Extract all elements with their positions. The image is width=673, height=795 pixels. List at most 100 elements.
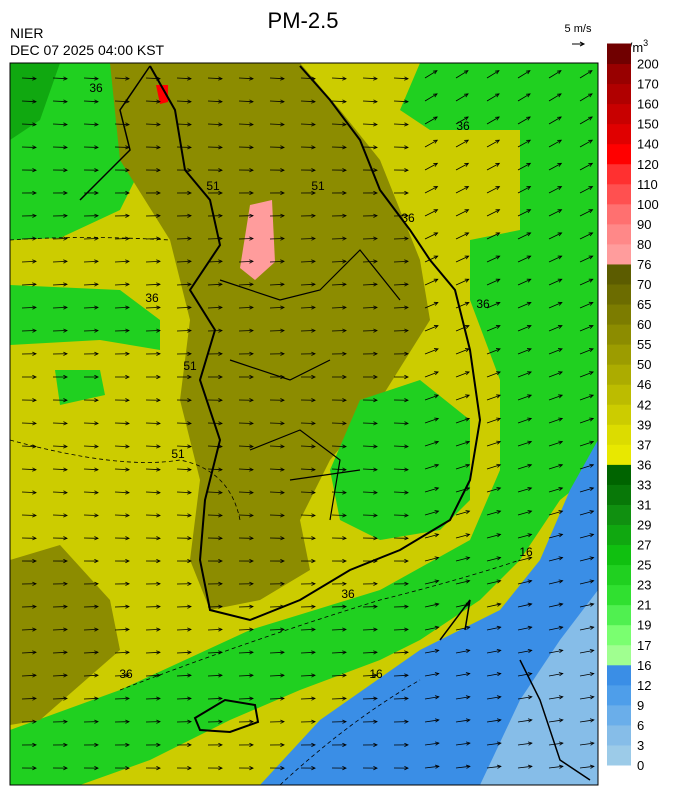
wind-arrow xyxy=(21,306,37,309)
wind-arrowhead xyxy=(280,766,285,771)
contour-label: 36 xyxy=(476,297,490,311)
wind-arrow xyxy=(52,238,68,240)
wind-arrowhead xyxy=(249,558,254,564)
wind-arrow xyxy=(207,100,223,103)
colorbar-label: 46 xyxy=(637,377,651,392)
wind-arrowhead xyxy=(465,510,471,515)
wind-arrowhead xyxy=(433,278,439,283)
wind-arrow xyxy=(424,510,439,516)
wind-arrowhead xyxy=(94,76,99,81)
wind-arrowhead xyxy=(527,417,533,422)
wind-arrowhead xyxy=(187,513,192,518)
wind-arrowhead xyxy=(32,190,37,196)
wind-arrow xyxy=(238,306,254,309)
wind-arrow xyxy=(331,306,347,309)
wind-arrowhead xyxy=(433,186,439,190)
wind-arrowhead xyxy=(557,209,563,214)
wind-arrowhead xyxy=(280,742,285,747)
wind-arrow xyxy=(269,651,285,654)
wind-arrow xyxy=(424,765,439,769)
wind-arrowhead xyxy=(527,695,533,700)
wind-arrowhead xyxy=(404,236,409,241)
wind-arrow xyxy=(548,278,562,286)
wind-arrowhead xyxy=(63,444,68,449)
wind-arrowhead xyxy=(218,742,223,747)
wind-arrowhead xyxy=(342,190,347,196)
wind-arrow xyxy=(486,371,501,378)
wind-arrowhead xyxy=(464,278,470,283)
contour-label: 36 xyxy=(119,667,133,681)
colorbar-swatch xyxy=(607,284,631,305)
wind-arrowhead xyxy=(342,122,347,127)
wind-arrow xyxy=(207,77,223,80)
wind-arrowhead xyxy=(94,282,99,287)
wind-arrowhead xyxy=(527,556,533,561)
wind-arrow xyxy=(300,468,316,471)
wind-arrowhead xyxy=(125,719,130,724)
wind-arrowhead xyxy=(32,604,37,609)
wind-arrowhead xyxy=(187,305,192,310)
wind-arrow xyxy=(52,698,68,700)
wind-arrowhead xyxy=(32,467,37,472)
wind-arrowhead xyxy=(32,421,37,426)
wind-arrow xyxy=(114,628,130,631)
wind-arrowhead xyxy=(496,533,502,538)
wind-arrow xyxy=(579,765,594,769)
wind-arrowhead xyxy=(156,673,161,678)
wind-arrow xyxy=(362,260,378,263)
wind-arrow xyxy=(486,464,501,470)
wind-arrowhead xyxy=(434,510,440,515)
wind-arrowhead xyxy=(187,76,192,81)
wind-arrowhead xyxy=(187,673,192,678)
wind-arrow xyxy=(579,441,594,447)
wind-arrow xyxy=(176,238,192,240)
wind-arrowhead xyxy=(373,467,378,472)
colorbar-swatch xyxy=(607,524,631,546)
wind-arrow xyxy=(579,139,593,148)
wind-arrowhead xyxy=(404,328,409,333)
wind-arrowhead xyxy=(94,421,99,426)
wind-arrow xyxy=(486,186,500,194)
wind-arrowhead xyxy=(589,695,595,700)
wind-arrow xyxy=(21,651,37,654)
colorbar-swatch xyxy=(607,83,631,105)
wind-arrowhead xyxy=(218,766,223,771)
wind-arrowhead xyxy=(218,650,223,655)
wind-arrowhead xyxy=(249,374,254,380)
wind-arrow xyxy=(424,255,438,263)
wind-arrowhead xyxy=(496,579,502,584)
wind-arrow xyxy=(548,696,563,700)
wind-arrow xyxy=(331,698,347,700)
wind-arrowhead xyxy=(156,490,161,495)
wind-arrow xyxy=(21,100,37,103)
wind-arrowhead xyxy=(496,648,502,654)
wind-arrow xyxy=(145,306,161,309)
wind-arrowhead xyxy=(156,259,161,264)
wind-arrowhead xyxy=(527,486,533,491)
wind-arrow xyxy=(269,445,285,448)
colorbar-swatch xyxy=(607,544,631,566)
wind-arrow xyxy=(21,445,37,448)
wind-arrow xyxy=(548,765,563,769)
wind-arrowhead xyxy=(558,417,564,422)
wind-arrow xyxy=(393,100,409,103)
wind-arrowhead xyxy=(589,371,594,376)
wind-arrowhead xyxy=(433,301,439,306)
colorbar-label: 50 xyxy=(637,357,651,372)
wind-arrowhead xyxy=(434,486,440,491)
wind-arrow xyxy=(517,487,532,493)
wind-arrowhead xyxy=(496,718,502,723)
colorbar-swatch xyxy=(607,223,631,245)
wind-arrow xyxy=(579,557,594,562)
wind-arrow xyxy=(486,510,501,516)
wind-arrowhead xyxy=(589,602,595,607)
colorbar-label: 33 xyxy=(637,477,651,492)
wind-arrowhead xyxy=(434,741,440,746)
colorbar-swatch xyxy=(607,424,631,445)
wind-arrow xyxy=(269,260,285,263)
wind-arrowhead xyxy=(342,467,347,472)
wind-arrowhead xyxy=(373,444,378,449)
wind-arrowhead xyxy=(32,305,37,310)
wind-arrowhead xyxy=(342,305,347,310)
wind-arrowhead xyxy=(187,467,192,472)
